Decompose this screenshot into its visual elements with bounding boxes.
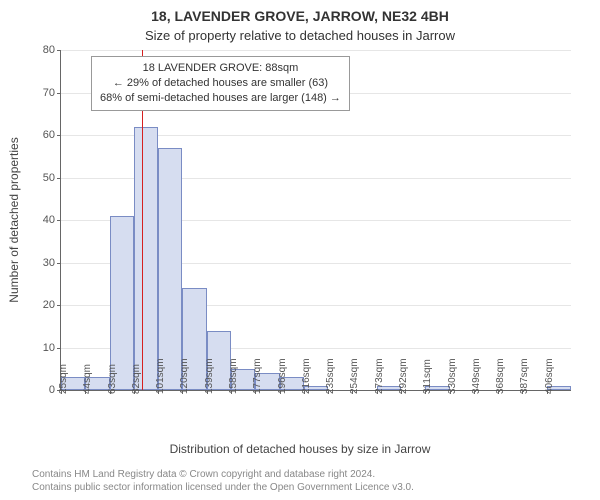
footer-line1: Contains HM Land Registry data © Crown c… [32,468,414,481]
gridline [61,50,571,51]
xtick-label: 387sqm [519,358,530,394]
ytick-label: 60 [43,129,61,141]
ytick-label: 30 [43,257,61,269]
annotation-line2: ← 29% of detached houses are smaller (63… [100,76,341,91]
y-axis-label: Number of detached properties [7,137,21,302]
xtick-label: 63sqm [107,364,118,394]
x-axis-label: Distribution of detached houses by size … [0,442,600,456]
xtick-label: 139sqm [204,358,215,394]
xtick-label: 196sqm [277,358,288,394]
xtick-label: 349sqm [471,358,482,394]
ytick-label: 50 [43,172,61,184]
xtick-label: 158sqm [228,358,239,394]
xtick-label: 273sqm [374,358,385,394]
xtick-label: 25sqm [58,364,69,394]
ytick-label: 10 [43,342,61,354]
ytick-label: 70 [43,87,61,99]
annotation-line1: 18 LAVENDER GROVE: 88sqm [100,61,341,76]
ytick-label: 20 [43,299,61,311]
xtick-label: 254sqm [349,358,360,394]
annotation-line3: 68% of semi-detached houses are larger (… [100,91,341,106]
chart-title-line1: 18, LAVENDER GROVE, JARROW, NE32 4BH [0,8,600,24]
xtick-label: 120sqm [179,358,190,394]
ytick-label: 80 [43,44,61,56]
chart-container: 18, LAVENDER GROVE, JARROW, NE32 4BH Siz… [0,0,600,500]
xtick-label: 406sqm [544,358,555,394]
xtick-label: 177sqm [252,358,263,394]
xtick-label: 216sqm [301,358,312,394]
xtick-label: 101sqm [155,358,166,394]
footer-attribution: Contains HM Land Registry data © Crown c… [32,468,414,494]
xtick-label: 311sqm [422,359,433,394]
xtick-label: 292sqm [398,358,409,394]
xtick-label: 368sqm [495,358,506,394]
ytick-label: 40 [43,214,61,226]
xtick-label: 82sqm [131,364,142,394]
xtick-label: 330sqm [447,358,458,394]
xtick-label: 235sqm [325,358,336,394]
histogram-bar [158,148,182,390]
chart-title-line2: Size of property relative to detached ho… [0,28,600,43]
plot-area: 0102030405060708025sqm44sqm63sqm82sqm101… [60,50,571,391]
footer-line2: Contains public sector information licen… [32,481,414,494]
histogram-bar [134,127,158,391]
xtick-label: 44sqm [82,364,93,394]
annotation-box: 18 LAVENDER GROVE: 88sqm ← 29% of detach… [91,56,350,111]
